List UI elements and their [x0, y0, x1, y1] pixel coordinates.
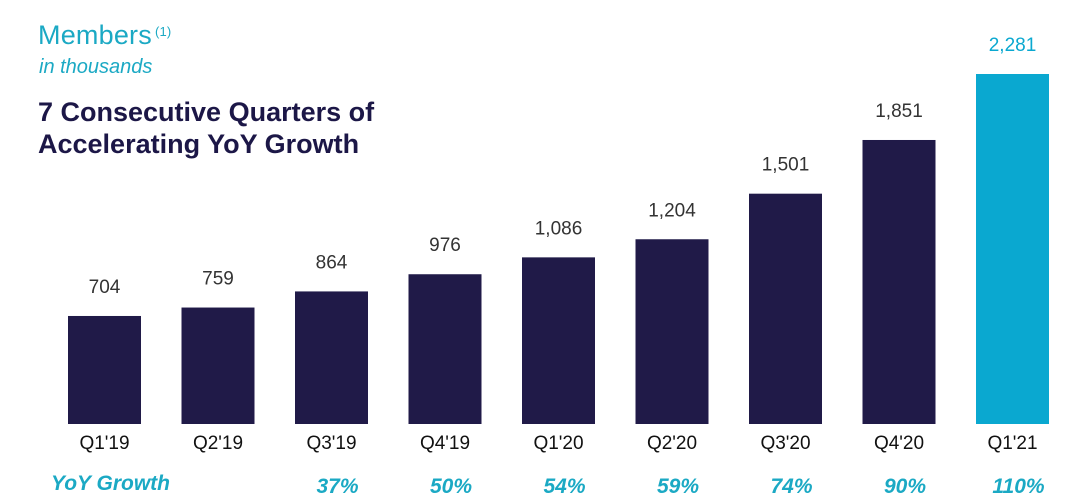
headline: 7 Consecutive Quarters of Accelerating Y… — [38, 97, 375, 159]
category-label-Q2'20: Q2'20 — [647, 433, 697, 454]
value-label-Q3'19: 864 — [316, 252, 348, 273]
footnote-marker: (1) — [154, 24, 172, 39]
category-label-Q4'19: Q4'19 — [420, 433, 470, 454]
bar-Q1'21 — [976, 74, 1049, 424]
value-label-Q4'20: 1,851 — [875, 101, 923, 122]
category-label-Q3'19: Q3'19 — [306, 433, 356, 454]
yoy-growth-Q2'20: 59% — [657, 475, 699, 498]
value-label-Q1'19: 704 — [89, 277, 121, 298]
yoy-growth-Q3'19: 37% — [316, 475, 358, 498]
chart-title: Members (1) — [38, 20, 171, 51]
bar-Q2'19 — [181, 307, 255, 424]
value-label-Q1'21: 2,281 — [989, 35, 1037, 56]
category-label-Q1'19: Q1'19 — [79, 433, 129, 454]
value-label-Q4'19: 976 — [429, 235, 461, 256]
yoy-growth-Q1'20: 54% — [543, 475, 585, 498]
bar-Q4'19 — [408, 274, 482, 424]
value-label-Q3'20: 1,501 — [762, 155, 810, 176]
yoy-growth-Q3'20: 74% — [770, 475, 812, 498]
bar-Q3'20 — [749, 193, 822, 424]
value-label-Q2'19: 759 — [202, 269, 234, 290]
category-label-Q1'20: Q1'20 — [533, 433, 583, 454]
bar-Q1'19 — [68, 315, 141, 424]
chart-subtitle: in thousands — [39, 56, 153, 78]
category-label-Q2'19: Q2'19 — [193, 433, 243, 454]
bar-Q4'20 — [862, 139, 936, 424]
yoy-growth-Q4'19: 50% — [430, 475, 472, 498]
bar-Q2'20 — [635, 239, 709, 424]
yoy-growth-label: YoY Growth — [51, 472, 171, 495]
chart-title-text: Members — [38, 20, 152, 50]
value-label-Q2'20: 1,204 — [648, 200, 696, 221]
yoy-growth-Q1'21: 110% — [992, 475, 1044, 498]
bar-Q3'19 — [295, 291, 368, 424]
bar-Q1'20 — [522, 257, 595, 424]
category-label-Q4'20: Q4'20 — [874, 433, 924, 454]
yoy-growth-Q4'20: 90% — [884, 475, 926, 498]
value-label-Q1'20: 1,086 — [535, 218, 583, 239]
category-label-Q1'21: Q1'21 — [987, 433, 1037, 454]
category-label-Q3'20: Q3'20 — [760, 433, 810, 454]
